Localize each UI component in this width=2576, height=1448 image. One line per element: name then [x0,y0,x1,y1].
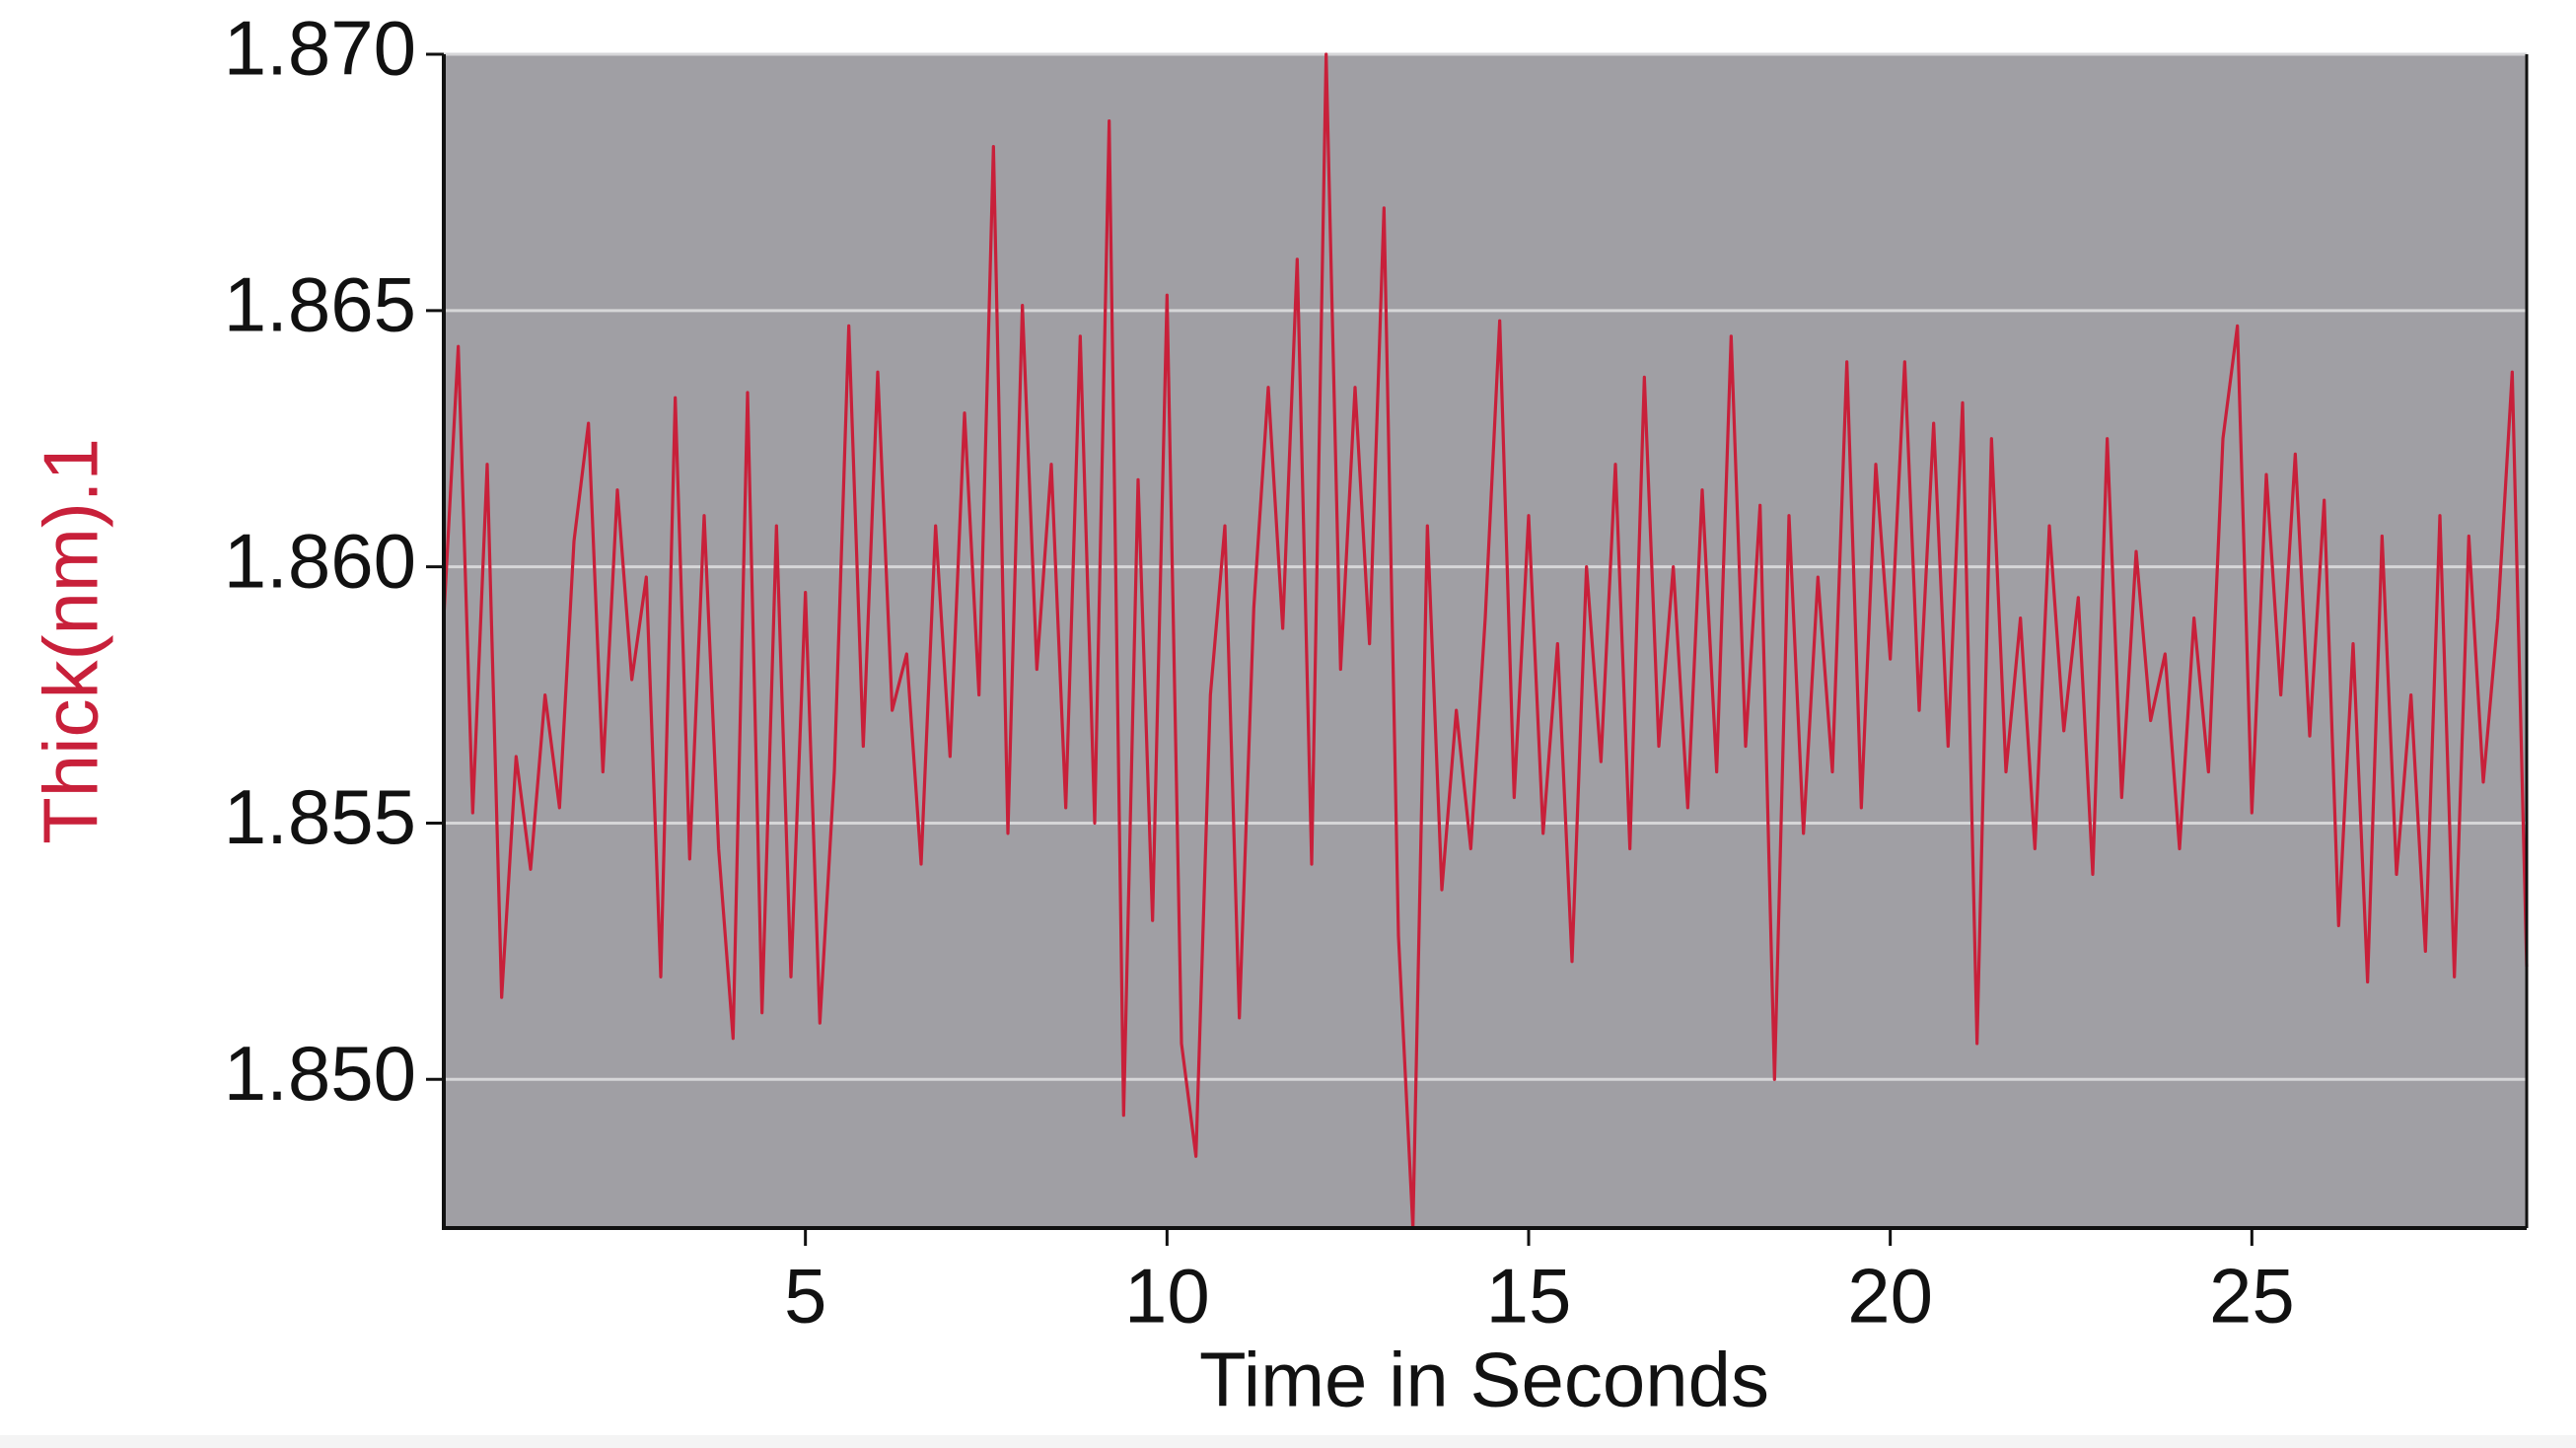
y-tick-label: 1.850 [224,1030,416,1117]
x-tick-label: 5 [784,1253,826,1339]
x-tick-label: 10 [1124,1253,1210,1339]
x-tick-label: 25 [2209,1253,2295,1339]
y-tick-label: 1.865 [224,260,416,347]
data-line [442,52,2529,1230]
x-tick-label: 15 [1486,1253,1572,1339]
y-tick-label: 1.860 [224,517,416,604]
y-tick-label: 1.870 [224,5,416,92]
bottom-strip [0,1435,2576,1448]
y-axis-label: Thick(nm).1 [28,438,114,844]
x-axis-label: Time in Seconds [1199,1337,1769,1423]
x-tick-label: 20 [1847,1253,1933,1339]
y-tick-label: 1.855 [224,773,416,860]
